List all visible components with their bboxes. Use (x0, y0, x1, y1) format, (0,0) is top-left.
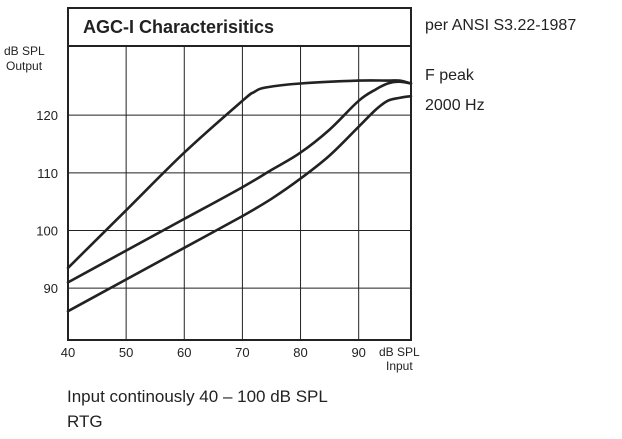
y-tick-label: 120 (36, 108, 58, 123)
series-line-3 (66, 94, 413, 313)
grid-lines (68, 46, 411, 340)
y-tick-label: 110 (37, 166, 58, 181)
x-tick-label: 80 (293, 345, 307, 360)
x-tick-label: 70 (235, 345, 249, 360)
y-tick-label: 90 (44, 281, 58, 296)
caption-input-range: Input continously 40 – 100 dB SPL (67, 387, 328, 406)
f-peak-label: F peak (425, 67, 474, 84)
y-axis-label-unit: dB SPL (4, 44, 45, 58)
title-box (67, 7, 412, 47)
x-tick-label: 40 (61, 345, 75, 360)
x-tick-label: 90 (351, 345, 365, 360)
x-tick-label: 60 (177, 345, 191, 360)
y-axis-label-output: Output (6, 59, 43, 73)
caption-rtg: RTG (67, 412, 103, 431)
y-tick-label: 100 (36, 223, 58, 238)
x-axis-label-input: Input (386, 359, 413, 373)
x-tick-labels: 40 50 60 70 80 90 (61, 345, 366, 360)
standard-note: per ANSI S3.22-1987 (425, 17, 577, 34)
x-tick-label: 50 (119, 345, 133, 360)
y-tick-labels: 90 100 110 120 (36, 108, 58, 296)
plot-frame (67, 7, 412, 341)
series-group (66, 79, 413, 313)
frequency-label: 2000 Hz (425, 97, 485, 114)
chart-title: AGC-I Characterisitics (83, 17, 274, 37)
series-line-2 (66, 80, 413, 284)
x-axis-label-unit: dB SPL (379, 345, 420, 359)
series-line-1 (66, 79, 413, 270)
